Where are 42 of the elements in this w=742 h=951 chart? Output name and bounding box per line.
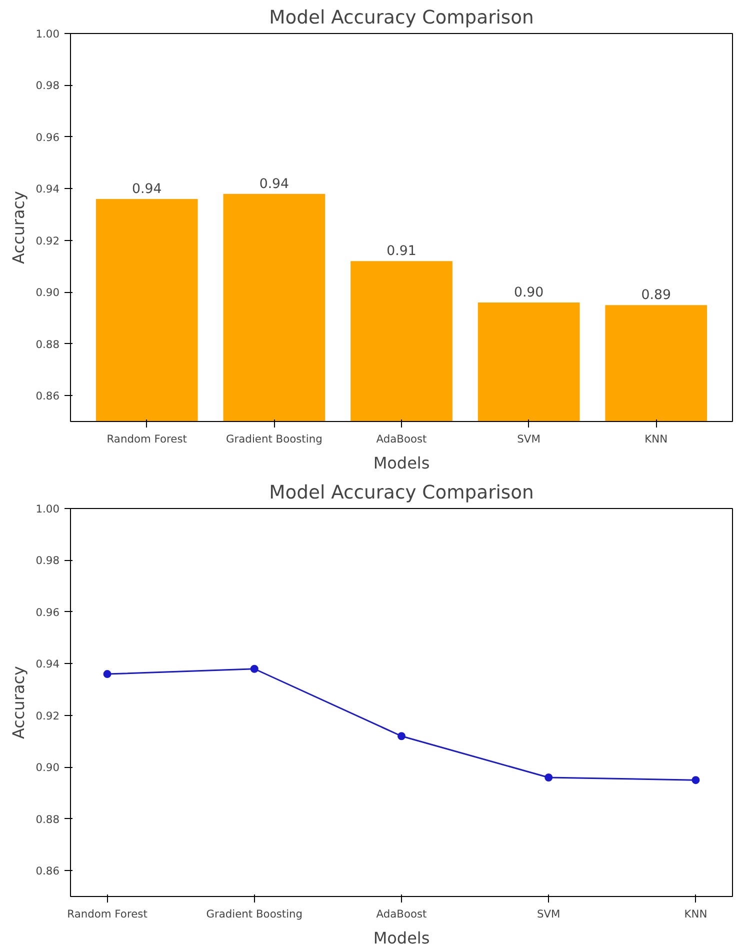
- y-tick-label: 0.92: [36, 709, 60, 722]
- x-tick-label: AdaBoost: [376, 432, 427, 446]
- point: [250, 664, 258, 673]
- y-tick-label: 0.88: [36, 812, 60, 826]
- data-label: 0.94: [259, 176, 290, 192]
- x-tick-label: Gradient Boosting: [206, 908, 303, 920]
- x-tick-label: KNN: [684, 908, 708, 920]
- y-tick-label: 0.86: [36, 390, 60, 403]
- y-tick-label: 0.98: [36, 79, 60, 92]
- x-tick-label: Random Forest: [67, 908, 148, 920]
- y-tick-label: 0.88: [36, 338, 60, 351]
- y-tick-label: 0.94: [36, 182, 60, 196]
- point: [103, 670, 112, 678]
- data-label: 0.89: [641, 288, 671, 304]
- x-tick-label: SVM: [517, 432, 540, 446]
- data-label: 0.94: [132, 182, 162, 198]
- point: [398, 732, 406, 740]
- x-axis-title: Models: [373, 928, 430, 948]
- x-axis-title: Models: [373, 454, 430, 472]
- data-label: 0.90: [514, 286, 544, 301]
- x-tick-label: SVM: [536, 908, 560, 920]
- y-tick-label: 0.96: [36, 130, 60, 144]
- chart-title: Model Accuracy Comparison: [269, 482, 534, 504]
- x-tick-label: KNN: [644, 432, 668, 446]
- data-label: 0.91: [386, 244, 416, 260]
- y-tick-label: 1.00: [36, 502, 60, 516]
- y-axis-title: Accuracy: [8, 190, 28, 264]
- y-tick-label: 0.90: [36, 286, 60, 300]
- y-tick-label: 0.94: [36, 658, 60, 671]
- point: [544, 774, 553, 782]
- x-tick-label: AdaBoost: [376, 908, 427, 920]
- y-tick-label: 0.96: [36, 606, 60, 619]
- x-tick-label: Gradient Boosting: [226, 432, 322, 446]
- y-axis-title: Accuracy: [8, 666, 28, 740]
- point: [692, 776, 700, 784]
- y-tick-label: 1.00: [36, 28, 60, 40]
- y-tick-label: 0.86: [36, 864, 60, 878]
- x-tick-label: Random Forest: [106, 432, 187, 446]
- y-tick-label: 0.90: [36, 761, 60, 774]
- chart-title: Model Accuracy Comparison: [269, 8, 534, 28]
- y-tick-label: 0.92: [36, 234, 60, 248]
- y-tick-label: 0.98: [36, 554, 60, 568]
